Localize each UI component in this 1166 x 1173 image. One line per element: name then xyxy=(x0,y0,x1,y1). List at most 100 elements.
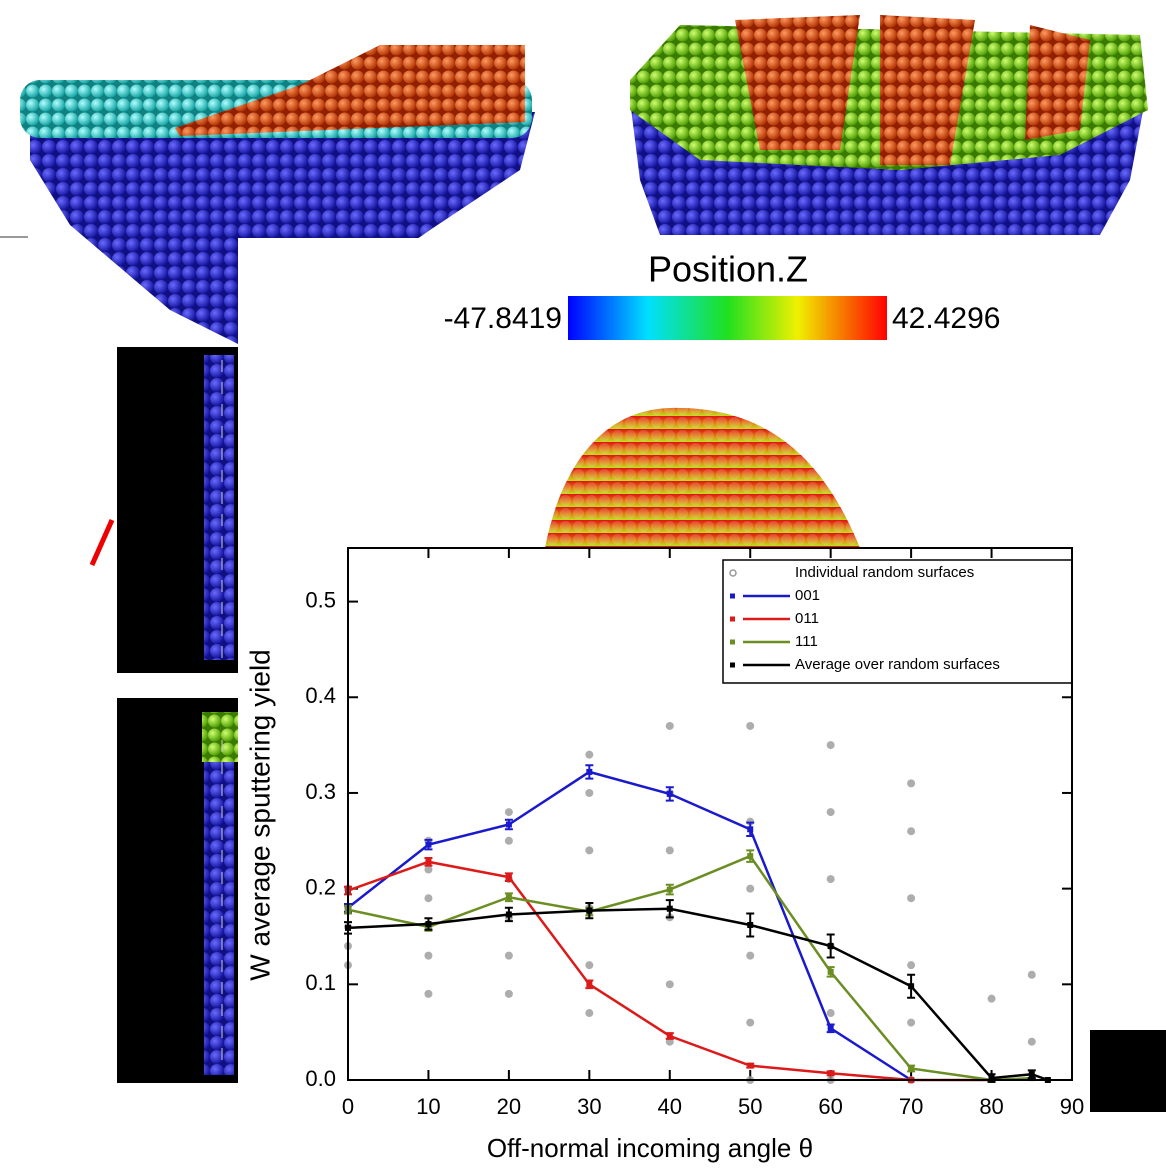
marker xyxy=(425,841,432,848)
series-line xyxy=(347,854,1032,1082)
point xyxy=(504,836,513,845)
point xyxy=(907,1018,916,1027)
marker xyxy=(747,921,754,928)
legend-label: 011 xyxy=(795,610,819,627)
x-tick-label: 0 xyxy=(342,1094,354,1119)
legend-marker xyxy=(730,593,735,599)
legend-marker xyxy=(730,662,735,668)
marker xyxy=(505,911,512,918)
y-tick-label: 0.0 xyxy=(305,1066,336,1091)
point xyxy=(907,827,916,836)
x-tick-label: 90 xyxy=(1060,1094,1084,1119)
side-panels xyxy=(89,347,1166,1112)
point xyxy=(907,779,916,788)
point xyxy=(585,1009,594,1018)
point xyxy=(826,808,835,817)
legend-box xyxy=(722,559,1073,684)
colorbar-min: -47.8419 xyxy=(444,302,562,335)
y-axis-label: W average sputtering yield xyxy=(244,649,275,981)
colorbar-max: 42.4296 xyxy=(892,302,1000,335)
y-tick-label: 0.3 xyxy=(305,779,336,804)
x-tick-label: 30 xyxy=(577,1094,601,1119)
legend-marker xyxy=(729,569,737,577)
point xyxy=(665,846,674,855)
y-tick-label: 0.4 xyxy=(305,683,336,708)
point xyxy=(585,961,594,970)
marker xyxy=(586,907,593,914)
marker xyxy=(586,981,593,988)
legend-marker xyxy=(730,616,735,622)
colorbar-gradient xyxy=(568,296,887,340)
x-tick-label: 10 xyxy=(416,1094,440,1119)
point xyxy=(665,980,674,989)
point xyxy=(585,846,594,855)
point xyxy=(424,989,433,998)
marker xyxy=(908,1065,915,1072)
x-tick-label: 40 xyxy=(658,1094,682,1119)
point xyxy=(826,1009,835,1018)
marker xyxy=(425,921,432,928)
y-tick-label: 0.1 xyxy=(305,970,336,995)
point xyxy=(907,961,916,970)
x-tick-label: 20 xyxy=(497,1094,521,1119)
legend-label: 111 xyxy=(795,633,818,650)
marker xyxy=(505,894,512,901)
marker xyxy=(666,886,673,893)
legend-label: Individual random surfaces xyxy=(795,564,974,581)
x-tick-label: 50 xyxy=(738,1094,762,1119)
blob xyxy=(545,407,860,548)
colorbar: Position.Z -47.8419 42.4296 xyxy=(444,249,1000,340)
point xyxy=(746,951,755,960)
marker xyxy=(505,874,512,881)
marker xyxy=(586,768,593,775)
y-tick-label: 0.2 xyxy=(305,874,336,899)
point xyxy=(585,750,594,759)
marker xyxy=(747,826,754,833)
legend-label: Average over random surfaces xyxy=(795,656,1000,673)
point xyxy=(746,1018,755,1027)
marker xyxy=(827,1070,834,1077)
point xyxy=(746,884,755,893)
legend-marker xyxy=(730,639,735,645)
point xyxy=(826,875,835,884)
point xyxy=(665,721,674,730)
point xyxy=(826,741,835,750)
point xyxy=(504,989,513,998)
marker xyxy=(666,1032,673,1039)
x-tick-label: 60 xyxy=(818,1094,842,1119)
x-axis-label: Off-normal incoming angle θ xyxy=(487,1133,813,1163)
marker xyxy=(505,821,512,828)
marker xyxy=(827,943,834,950)
point xyxy=(504,808,513,817)
marker xyxy=(827,1025,834,1032)
point xyxy=(585,788,594,797)
point xyxy=(424,894,433,903)
y-tick-label: 0.5 xyxy=(305,587,336,612)
marker xyxy=(747,1062,754,1069)
series-line xyxy=(347,770,912,1082)
x-tick-label: 70 xyxy=(899,1094,923,1119)
crystal-right xyxy=(630,15,1148,235)
marker xyxy=(908,983,915,990)
crystal-left xyxy=(20,45,535,345)
marker xyxy=(747,853,754,860)
point xyxy=(1027,1037,1036,1046)
point xyxy=(746,721,755,730)
marker xyxy=(666,790,673,797)
point xyxy=(504,951,513,960)
legend-label: 001 xyxy=(795,587,820,604)
x-tick-label: 80 xyxy=(979,1094,1003,1119)
marker xyxy=(666,905,673,912)
marker xyxy=(425,858,432,865)
marker xyxy=(988,1075,995,1082)
colorbar-label: Position.Z xyxy=(648,249,808,290)
marker xyxy=(1028,1071,1035,1078)
point xyxy=(1027,970,1036,979)
point xyxy=(987,994,996,1003)
point xyxy=(907,894,916,903)
marker xyxy=(827,968,834,975)
point xyxy=(424,865,433,874)
point xyxy=(424,951,433,960)
plot-frame xyxy=(347,547,1073,1081)
